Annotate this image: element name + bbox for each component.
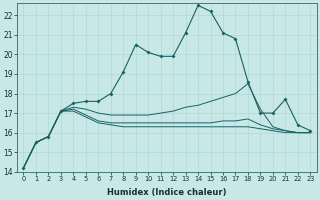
- X-axis label: Humidex (Indice chaleur): Humidex (Indice chaleur): [107, 188, 227, 197]
